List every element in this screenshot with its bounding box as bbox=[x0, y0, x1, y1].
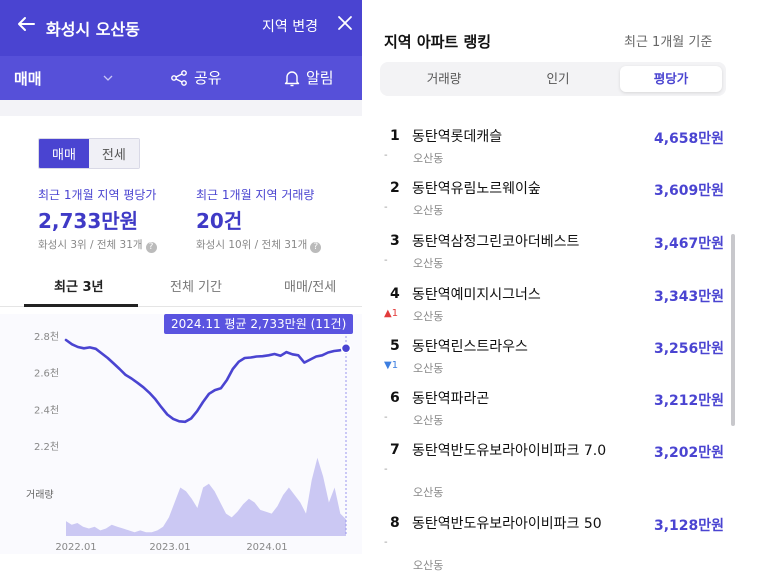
tab-all-period[interactable]: 전체 기간 bbox=[170, 280, 222, 295]
rank-number: 6 bbox=[390, 390, 400, 406]
apartment-price: 3,128만원 bbox=[653, 518, 724, 534]
ranking-tabs: 거래량 인기 평당가 bbox=[380, 62, 726, 96]
trade-type-toggle: 매매 전세 bbox=[38, 138, 140, 169]
rank-number: 2 bbox=[390, 180, 400, 196]
share-label: 공유 bbox=[194, 69, 222, 87]
location-title: 화성시 오산동 bbox=[46, 20, 140, 39]
help-icon[interactable]: ? bbox=[145, 242, 157, 253]
apartment-price: 3,212만원 bbox=[653, 393, 724, 409]
rank-number: 5 bbox=[390, 338, 400, 354]
scrollbar[interactable] bbox=[731, 234, 735, 426]
share-button[interactable]: 공유 bbox=[170, 67, 222, 88]
apartment-price: 3,202만원 bbox=[653, 445, 724, 461]
price-point bbox=[340, 343, 352, 354]
share-icon bbox=[171, 69, 187, 86]
volume-area bbox=[66, 457, 346, 536]
action-bar: 매매 공유 알림 bbox=[0, 56, 362, 100]
rank-change: - bbox=[384, 537, 388, 548]
apartment-area: 오산동 bbox=[413, 559, 444, 572]
y-tick-label: 2.6천 bbox=[34, 368, 59, 380]
tab-sale-jeonse[interactable]: 매매/전세 bbox=[284, 280, 337, 295]
rank-number: 7 bbox=[390, 442, 400, 458]
apartment-name: 동탄역롯데캐슬 bbox=[412, 129, 503, 145]
x-tick-label: 2024.01 bbox=[246, 542, 287, 553]
header-bar: 화성시 오산동 지역 변경 bbox=[0, 0, 362, 56]
toggle-sale[interactable]: 매매 bbox=[39, 139, 89, 168]
apartment-area: 오산동 bbox=[413, 152, 444, 165]
apartment-name: 동탄역예미지시그너스 bbox=[412, 287, 541, 303]
apartment-name: 동탄역반도유보라아이비파크 50 bbox=[412, 516, 602, 532]
right-panel: 지역 아파트 랭킹 최근 1개월 기준 거래량 인기 평당가 1 동탄역롯데캐슬… bbox=[362, 0, 763, 575]
price-stat-label: 최근 1개월 지역 평당가 bbox=[38, 188, 157, 202]
rank-number: 8 bbox=[390, 515, 400, 531]
x-tick-label: 2023.01 bbox=[149, 542, 190, 553]
deal-type-select[interactable]: 매매 bbox=[14, 70, 42, 88]
tab-popular[interactable]: 인기 bbox=[546, 71, 570, 86]
apartment-name: 동탄역린스트라우스 bbox=[412, 339, 528, 355]
divider bbox=[0, 100, 362, 116]
period-tabs: 최근 3년 전체 기간 매매/전세 bbox=[0, 270, 362, 310]
region-change-button[interactable]: 지역 변경 bbox=[262, 19, 318, 35]
active-tab-indicator bbox=[24, 304, 138, 307]
alarm-label: 알림 bbox=[306, 69, 334, 87]
tab-divider bbox=[0, 306, 362, 307]
y-tick-label: 2.4천 bbox=[34, 404, 59, 416]
bell-icon bbox=[284, 70, 300, 86]
apartment-price: 3,343만원 bbox=[653, 289, 724, 305]
rank-change: - bbox=[384, 202, 388, 213]
apartment-price: 4,658만원 bbox=[653, 131, 724, 147]
apartment-area: 오산동 bbox=[413, 362, 444, 375]
alarm-button[interactable]: 알림 bbox=[284, 67, 334, 88]
price-line bbox=[64, 338, 348, 424]
volume-stat-rank: 화성시 10위 / 전체 31개? bbox=[196, 237, 322, 253]
rank-change: - bbox=[384, 150, 388, 161]
price-stat-rank: 화성시 3위 / 전체 31개? bbox=[38, 237, 157, 253]
rank-number: 4 bbox=[390, 286, 400, 302]
ranking-title: 지역 아파트 랭킹 bbox=[384, 33, 492, 51]
rank-change: - bbox=[384, 412, 388, 423]
volume-stat-value: 20건 bbox=[196, 209, 243, 233]
tab-price-per-pyeong[interactable]: 평당가 bbox=[620, 66, 722, 92]
rank-change-up: ▲1 bbox=[384, 308, 399, 319]
volume-label: 거래량 bbox=[26, 489, 54, 501]
tab-volume[interactable]: 거래량 bbox=[426, 71, 462, 86]
apartment-name: 동탄역유림노르웨이숲 bbox=[412, 181, 541, 197]
tab-recent-3-years[interactable]: 최근 3년 bbox=[54, 280, 104, 295]
chevron-down-icon[interactable] bbox=[103, 74, 113, 82]
price-stat-value: 2,733만원 bbox=[38, 209, 139, 233]
x-tick-label: 2022.01 bbox=[55, 542, 96, 553]
rank-change: - bbox=[384, 464, 388, 475]
y-tick-label: 2.8천 bbox=[34, 331, 59, 343]
y-tick-label: 2.2천 bbox=[34, 441, 59, 453]
apartment-price: 3,256만원 bbox=[653, 341, 724, 357]
volume-stat-label: 최근 1개월 지역 거래량 bbox=[196, 188, 315, 202]
rank-change: - bbox=[384, 255, 388, 266]
left-panel: 화성시 오산동 지역 변경 매매 공유 알림 bbox=[0, 0, 362, 575]
apartment-price: 3,467만원 bbox=[653, 236, 724, 252]
ranking-basis: 최근 1개월 기준 bbox=[624, 35, 713, 50]
rank-number: 3 bbox=[390, 233, 400, 249]
close-icon[interactable] bbox=[335, 13, 355, 33]
chart-tooltip: 2024.11 평균 2,733만원 (11건) bbox=[164, 314, 354, 334]
rank-change-down: ▼1 bbox=[384, 360, 399, 371]
apartment-name: 동탄역반도유보라아이비파크 7.0 bbox=[412, 443, 607, 459]
apartment-area: 오산동 bbox=[413, 486, 444, 499]
apartment-area: 오산동 bbox=[413, 310, 444, 323]
apartment-name: 동탄역삼정그린코아더베스트 bbox=[412, 234, 580, 250]
help-icon[interactable]: ? bbox=[310, 242, 322, 253]
rank-number: 1 bbox=[390, 128, 400, 144]
back-arrow-icon[interactable] bbox=[14, 12, 38, 36]
apartment-area: 오산동 bbox=[413, 204, 444, 217]
toggle-jeonse[interactable]: 전세 bbox=[88, 139, 139, 168]
apartment-area: 오산동 bbox=[413, 257, 444, 270]
apartment-name: 동탄역파라곤 bbox=[412, 391, 490, 407]
apartment-area: 오산동 bbox=[413, 414, 444, 427]
apartment-price: 3,609만원 bbox=[653, 183, 724, 199]
